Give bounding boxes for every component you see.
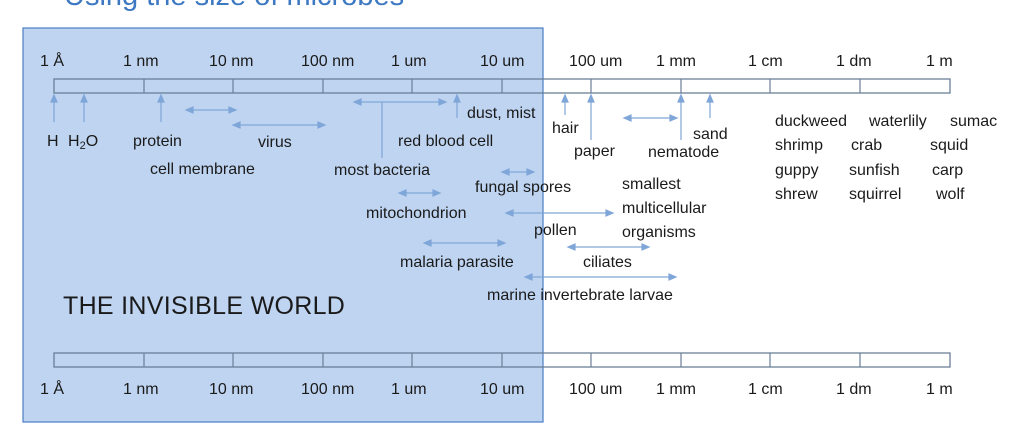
organism-wolf: wolf <box>936 186 965 203</box>
organism-sunfish: sunfish <box>849 162 900 179</box>
top-tick-1cm: 1 cm <box>748 53 783 70</box>
cell-membrane-range-arrow <box>184 106 238 114</box>
label-water-tail: O <box>85 133 99 150</box>
label-protein: protein <box>133 133 182 150</box>
label-multicellular: multicellular <box>622 200 707 217</box>
hair-pointer-arrow <box>561 93 569 115</box>
label-dust-mist: dust, mist <box>467 105 536 122</box>
bottom-scale-bar <box>53 352 951 368</box>
organism-squid: squid <box>930 137 969 154</box>
label-mitochondrion: mitochondrion <box>366 205 467 222</box>
label-most-bacteria: most bacteria <box>334 162 431 179</box>
organism-shrew: shrew <box>775 186 818 203</box>
bottom-tick-100nm: 100 nm <box>301 381 355 398</box>
organism-squirrel: squirrel <box>849 186 902 203</box>
dust-pointer-arrow <box>453 93 461 118</box>
nematode-pointer-arrow <box>677 93 685 140</box>
label-malaria-parasite: malaria parasite <box>400 254 514 271</box>
label-pollen: pollen <box>534 222 577 239</box>
ciliates-range-arrow <box>566 243 651 251</box>
organism-crab: crab <box>851 137 883 154</box>
label-water-base: H <box>68 133 80 150</box>
organism-guppy: guppy <box>775 162 819 179</box>
label-smallest: smallest <box>622 176 681 193</box>
top-tick-100um: 100 um <box>569 53 623 70</box>
organism-shrimp: shrimp <box>775 137 824 154</box>
label-hair: hair <box>552 120 579 137</box>
bottom-tick-1mm: 1 mm <box>656 381 696 398</box>
organism-sumac: sumac <box>950 113 998 130</box>
water-pointer-arrow <box>80 93 88 122</box>
top-tick-1m: 1 m <box>926 53 953 70</box>
top-tick-100nm: 100 nm <box>301 53 355 70</box>
marine-larvae-range-arrow <box>523 273 678 281</box>
bottom-tick-10um: 10 um <box>480 381 525 398</box>
bottom-tick-10nm: 10 nm <box>209 381 254 398</box>
label-cell-membrane: cell membrane <box>150 161 255 178</box>
label-water-subscript: 2 <box>79 140 86 152</box>
top-tick-10um: 10 um <box>480 53 525 70</box>
label-water: H2O <box>68 133 98 152</box>
organism-carp: carp <box>932 162 964 179</box>
top-tick-1a: 1 Å <box>40 53 65 70</box>
label-marine-larvae: marine invertebrate larvae <box>487 287 673 304</box>
most-bacteria-range-arrow <box>352 98 448 158</box>
bottom-tick-1cm: 1 cm <box>748 381 783 398</box>
top-tick-1mm: 1 mm <box>656 53 696 70</box>
malaria-range-arrow <box>422 239 507 247</box>
slide-title: Using the size of microbes <box>64 0 404 13</box>
bottom-tick-1um: 1 um <box>391 381 427 398</box>
mitochondrion-range-arrow <box>397 189 442 197</box>
top-tick-10nm: 10 nm <box>209 53 254 70</box>
label-hydrogen: H <box>47 133 59 150</box>
invisible-world-label: THE INVISIBLE WORLD <box>63 292 346 320</box>
bottom-tick-1dm: 1 dm <box>836 381 872 398</box>
organism-duckweed: duckweed <box>775 113 848 130</box>
top-tick-1dm: 1 dm <box>836 53 872 70</box>
bottom-tick-1nm: 1 nm <box>123 381 159 398</box>
hydrogen-pointer-arrow <box>50 93 58 122</box>
virus-range-arrow <box>231 121 327 129</box>
label-fungal-spores: fungal spores <box>475 179 572 196</box>
label-nematode: nematode <box>648 144 720 161</box>
top-tick-1um: 1 um <box>391 53 427 70</box>
top-tick-1nm: 1 nm <box>123 53 159 70</box>
invisible-world-region <box>22 27 544 423</box>
label-paper: paper <box>574 143 615 160</box>
fungal-spores-range-arrow <box>500 168 536 176</box>
label-organisms: organisms <box>622 224 696 241</box>
bottom-tick-1a: 1 Å <box>40 381 65 398</box>
label-ciliates: ciliates <box>583 254 632 271</box>
label-sand: sand <box>693 126 728 143</box>
organism-waterlily: waterlily <box>869 113 927 130</box>
bottom-tick-100um: 100 um <box>569 381 623 398</box>
label-red-blood-cell: red blood cell <box>398 133 494 150</box>
smallest-multicellular-range-arrow <box>622 114 679 122</box>
top-scale-bar <box>53 78 951 94</box>
protein-pointer-arrow <box>157 93 165 122</box>
bottom-tick-1m: 1 m <box>926 381 953 398</box>
sand-pointer-arrow <box>706 93 714 118</box>
paper-pointer-arrow <box>587 93 595 140</box>
label-virus: virus <box>258 134 292 151</box>
pollen-range-arrow <box>504 209 615 217</box>
